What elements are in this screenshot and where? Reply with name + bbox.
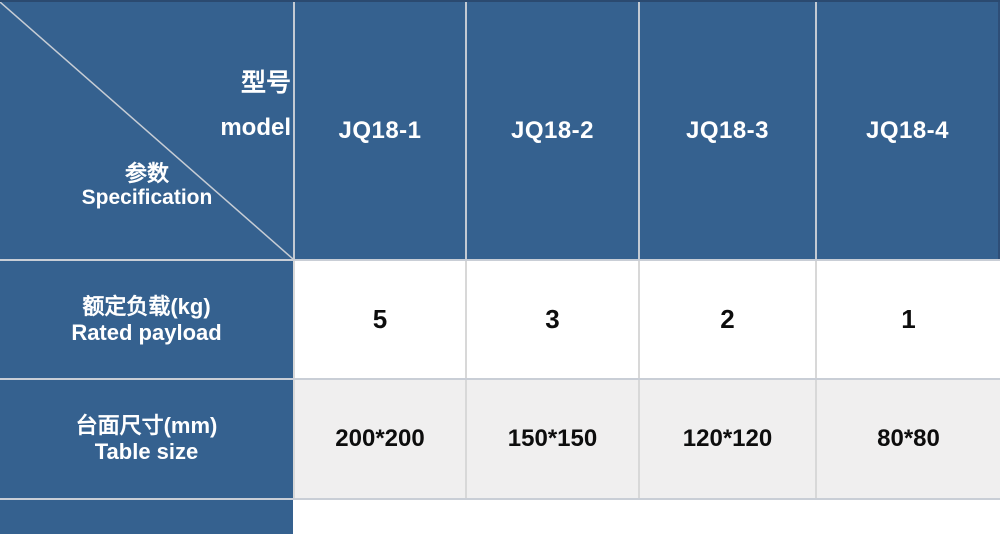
corner-spec-cn: 参数: [124, 161, 169, 186]
diagonal-header-cell: 型号 model 参数 Specification: [0, 2, 293, 259]
column-header-jq18-3: JQ18-3: [638, 2, 815, 259]
row-label-table-size: 台面尺寸(mm) Table size: [0, 380, 293, 498]
row-label-en: Table size: [94, 439, 199, 464]
partial-row-label-cell: [0, 500, 293, 534]
row-label-cn: 台面尺寸(mm): [75, 413, 218, 439]
row-label-rated-payload: 额定负载(kg) Rated payload: [0, 261, 293, 378]
corner-model-cn: 型号: [240, 69, 291, 97]
table-row-table-size: 台面尺寸(mm) Table size 200*200 150*150 120*…: [0, 378, 1000, 498]
size-value-jq18-4: 80*80: [815, 380, 1000, 498]
payload-value-jq18-3: 2: [638, 261, 815, 378]
partial-row-value-area: [293, 500, 1000, 534]
diagonal-divider-line: [0, 2, 293, 259]
corner-model-label: 型号 model: [220, 69, 291, 141]
column-header-jq18-2: JQ18-2: [465, 2, 638, 259]
size-value-jq18-1: 200*200: [293, 380, 465, 498]
payload-value-jq18-4: 1: [815, 261, 1000, 378]
corner-spec-label: 参数 Specification: [58, 161, 236, 210]
corner-spec-en: Specification: [81, 186, 213, 210]
payload-value-jq18-2: 3: [465, 261, 638, 378]
size-value-jq18-2: 150*150: [465, 380, 638, 498]
size-value-jq18-3: 120*120: [638, 380, 815, 498]
table-row-partial: [0, 498, 1000, 534]
row-label-cn: 额定负载(kg): [82, 293, 211, 319]
column-header-jq18-4: JQ18-4: [815, 2, 1000, 259]
table-row-rated-payload: 额定负载(kg) Rated payload 5 3 2 1: [0, 259, 1000, 378]
column-header-jq18-1: JQ18-1: [293, 2, 465, 259]
row-label-en: Rated payload: [71, 319, 222, 345]
payload-value-jq18-1: 5: [293, 261, 465, 378]
table-header-row: 型号 model 参数 Specification JQ18-1 JQ18-2 …: [0, 2, 1000, 259]
corner-model-en: model: [220, 113, 291, 141]
